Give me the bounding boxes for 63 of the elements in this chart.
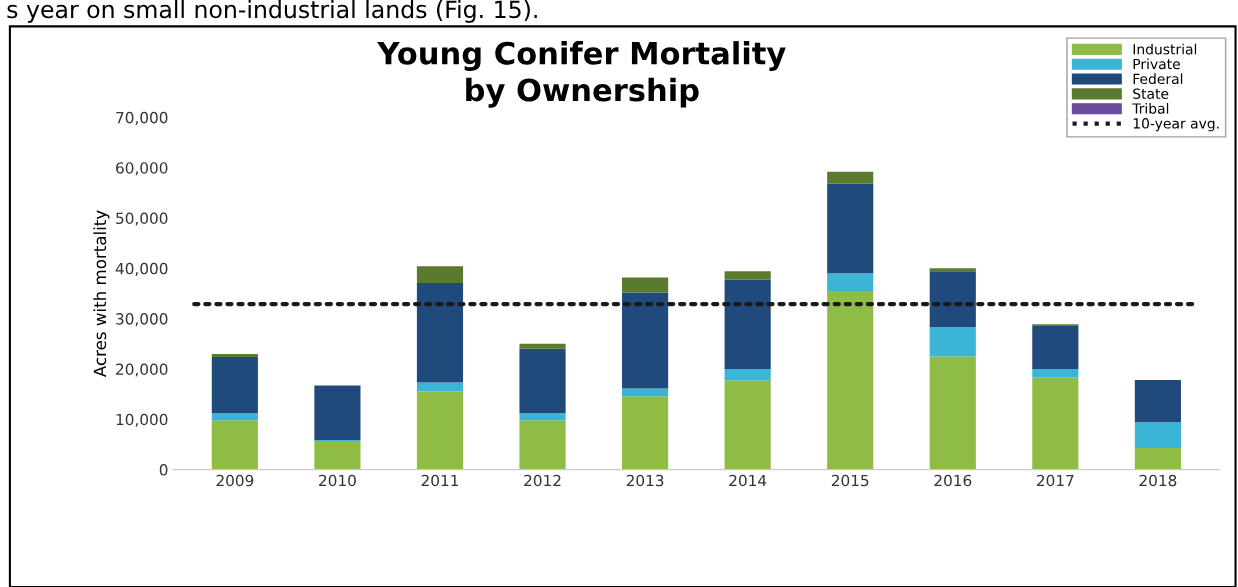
bar [1134,380,1181,423]
bar [519,420,566,470]
bar [827,171,874,184]
x-tick-label: 2016 [934,474,972,487]
bar [827,183,874,274]
bar [929,268,976,272]
bar [622,277,669,293]
bar [929,356,976,470]
bar [724,271,771,280]
bar [1032,325,1079,369]
x-tick-label: 2018 [1139,474,1177,487]
bar [211,353,258,357]
y-tick-label: 20,000 [116,363,168,377]
bar [416,266,464,283]
x-tick-label: 2009 [216,474,254,487]
bar [314,385,361,440]
x-tick-label: 2011 [421,474,458,487]
y-axis-title: Acres with mortality [93,210,110,378]
bar [622,388,669,397]
x-tick-label: 2010 [319,474,356,487]
bar [416,382,464,392]
y-tick-label: 0 [159,464,168,476]
y-tick-label: 10,000 [116,413,168,427]
bar [519,348,566,414]
y-tick-label: 30,000 [116,313,168,327]
x-tick-label: 2014 [729,474,767,487]
bar [622,292,669,389]
bar [929,271,976,328]
y-tick-label: 40,000 [115,262,168,276]
legend-label: Private [1133,58,1180,70]
y-tick-label: 50,000 [116,212,168,226]
legend-label: Tribal [1132,103,1169,114]
bar [622,396,669,470]
y-tick-label: 60,000 [116,162,168,176]
x-tick-label: 2015 [831,474,869,487]
legend-label: Federal [1133,73,1183,85]
bar [1134,422,1181,448]
y-tick-label: 70,000 [116,111,168,125]
bar [1032,377,1079,470]
bar [416,391,464,470]
x-tick-label: 2012 [524,474,561,487]
bar [519,343,566,349]
bar [314,440,361,470]
x-tick-label: 2013 [626,474,664,487]
bar [519,413,566,421]
bar [929,327,976,357]
bar [416,282,464,383]
bar [211,413,258,421]
chart-title: Young Conifer Mortality by Ownership [377,41,786,108]
x-tick-label: 2017 [1037,474,1074,487]
legend-label: Industrial [1133,43,1197,55]
text: s year on small non-industrial lands (Fig. 15). [7,0,537,23]
bar [827,273,874,291]
bar [724,380,771,470]
bar [211,356,258,414]
bar [1032,368,1079,378]
legend-label: State [1133,88,1169,99]
bar [724,279,771,369]
bar [211,420,258,470]
bar [724,368,771,381]
bar [827,290,874,470]
bar [1134,447,1181,470]
legend-label: 10-year avg. [1133,118,1219,132]
